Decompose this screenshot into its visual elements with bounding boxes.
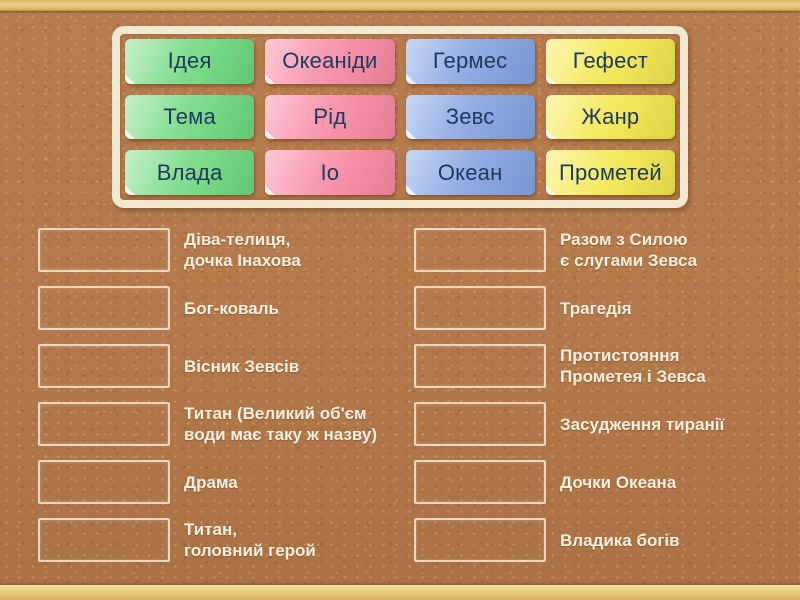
word-card[interactable]: Зевс	[405, 94, 535, 140]
match-row: Владика богів	[414, 518, 724, 562]
word-card-label: Іо	[320, 159, 340, 185]
word-card-label: Зевс	[445, 103, 495, 129]
word-card-label: Влада	[156, 159, 223, 185]
answer-slot[interactable]	[414, 460, 546, 504]
word-card[interactable]: Рід	[265, 94, 395, 140]
answer-slot[interactable]	[414, 402, 546, 446]
match-row: Титан, головний герой	[38, 518, 377, 562]
definition-label: Бог-коваль	[184, 298, 279, 318]
match-row: Разом з Силою є слугами Зевса	[414, 228, 724, 272]
word-card[interactable]: Прометей	[545, 150, 675, 195]
definition-label: Владика богів	[560, 530, 680, 550]
match-row: Засудження тиранії	[414, 402, 724, 446]
match-row: Бог-коваль	[38, 286, 377, 330]
answer-slot[interactable]	[414, 286, 546, 330]
definition-label: Разом з Силою є слугами Зевса	[560, 230, 698, 270]
definition-label: Титан (Великий об'єм води має таку ж наз…	[184, 404, 378, 444]
word-cards-panel: Ідея Океаніди Гермес Гефест Тема Рід Зев…	[112, 26, 688, 208]
word-card[interactable]: Тема	[125, 94, 255, 140]
word-card[interactable]: Ідея	[125, 39, 255, 84]
word-card[interactable]: Іо	[265, 150, 395, 195]
match-row: Дочки Океана	[414, 460, 724, 504]
word-card-label: Тема	[163, 103, 216, 129]
word-cards-grid: Ідея Океаніди Гермес Гефест Тема Рід Зев…	[120, 34, 680, 200]
answer-slot[interactable]	[38, 460, 170, 504]
word-card-label: Прометей	[558, 159, 662, 185]
definition-label: Протистояння Прометея і Зевса	[560, 346, 706, 386]
match-row: Драма	[38, 460, 377, 504]
word-card-label: Океаніди	[282, 48, 378, 74]
word-card[interactable]: Океаніди	[265, 39, 395, 84]
match-column-left: Діва-телиця, дочка Інахова Бог-коваль Ві…	[38, 228, 377, 576]
answer-slot[interactable]	[414, 228, 546, 272]
definition-label: Дочки Океана	[560, 472, 677, 492]
match-column-right: Разом з Силою є слугами Зевса Трагедія П…	[414, 228, 724, 576]
answer-slot[interactable]	[38, 228, 170, 272]
answer-slot[interactable]	[38, 402, 170, 446]
word-card-label: Гермес	[432, 48, 508, 74]
answer-slot[interactable]	[414, 344, 546, 388]
definition-label: Вісник Зевсів	[184, 356, 300, 376]
definition-label: Драма	[184, 472, 238, 492]
match-row: Протистояння Прометея і Зевса	[414, 344, 724, 388]
word-card-label: Ідея	[167, 48, 212, 74]
definition-label: Засудження тиранії	[560, 414, 725, 434]
word-card-label: Гефест	[572, 48, 649, 74]
board-frame-top	[0, 0, 800, 11]
answer-slot[interactable]	[38, 344, 170, 388]
word-card[interactable]: Влада	[125, 150, 255, 195]
word-card-label: Рід	[313, 103, 347, 129]
word-card[interactable]: Жанр	[545, 94, 675, 140]
definition-label: Діва-телиця, дочка Інахова	[184, 230, 301, 270]
definition-label: Трагедія	[560, 298, 632, 318]
match-row: Титан (Великий об'єм води має таку ж наз…	[38, 402, 377, 446]
definition-label: Титан, головний герой	[184, 520, 316, 560]
board-frame-bottom	[0, 585, 800, 600]
word-card[interactable]: Гефест	[545, 39, 675, 84]
match-row: Трагедія	[414, 286, 724, 330]
answer-slot[interactable]	[38, 518, 170, 562]
answer-slot[interactable]	[414, 518, 546, 562]
match-row: Діва-телиця, дочка Інахова	[38, 228, 377, 272]
word-card[interactable]: Океан	[405, 150, 535, 195]
word-card-label: Океан	[437, 159, 503, 185]
answer-slot[interactable]	[38, 286, 170, 330]
word-card[interactable]: Гермес	[405, 39, 535, 84]
match-row: Вісник Зевсів	[38, 344, 377, 388]
word-card-label: Жанр	[581, 103, 640, 129]
